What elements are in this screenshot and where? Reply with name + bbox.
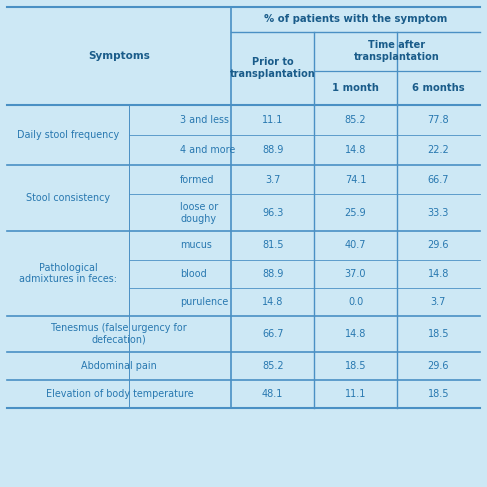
Text: 14.8: 14.8 <box>345 145 366 155</box>
Text: 88.9: 88.9 <box>262 269 283 279</box>
Text: 77.8: 77.8 <box>428 115 449 125</box>
Text: 0.0: 0.0 <box>348 297 363 307</box>
Text: 29.6: 29.6 <box>428 241 449 250</box>
Text: Pathological
admixtures in feces:: Pathological admixtures in feces: <box>19 263 117 284</box>
Text: 25.9: 25.9 <box>345 208 366 218</box>
Text: Symptoms: Symptoms <box>88 51 150 61</box>
Text: purulence: purulence <box>180 297 228 307</box>
Text: Abdominal pain: Abdominal pain <box>81 361 157 371</box>
Text: 40.7: 40.7 <box>345 241 366 250</box>
Text: 14.8: 14.8 <box>262 297 283 307</box>
Text: Daily stool frequency: Daily stool frequency <box>17 130 119 140</box>
Text: 85.2: 85.2 <box>345 115 366 125</box>
Text: Elevation of body temperature: Elevation of body temperature <box>45 389 193 399</box>
Text: 4 and more: 4 and more <box>180 145 235 155</box>
Text: Time after
transplantation: Time after transplantation <box>354 40 440 62</box>
Text: 81.5: 81.5 <box>262 241 283 250</box>
Text: 14.8: 14.8 <box>428 269 449 279</box>
Text: 18.5: 18.5 <box>428 389 449 399</box>
Text: 66.7: 66.7 <box>428 175 449 185</box>
Text: 18.5: 18.5 <box>345 361 366 371</box>
Text: 11.1: 11.1 <box>262 115 283 125</box>
Text: 3 and less: 3 and less <box>180 115 229 125</box>
Text: 88.9: 88.9 <box>262 145 283 155</box>
Text: mucus: mucus <box>180 241 212 250</box>
Text: 96.3: 96.3 <box>262 208 283 218</box>
Text: formed: formed <box>180 175 215 185</box>
Text: 66.7: 66.7 <box>262 329 283 339</box>
Text: 85.2: 85.2 <box>262 361 283 371</box>
Text: Stool consistency: Stool consistency <box>26 193 110 203</box>
Text: 3.7: 3.7 <box>265 175 281 185</box>
Text: Tenesmus (false urgency for
defecation): Tenesmus (false urgency for defecation) <box>52 323 187 345</box>
Text: loose or
doughy: loose or doughy <box>180 202 219 224</box>
Text: 48.1: 48.1 <box>262 389 283 399</box>
Text: 3.7: 3.7 <box>431 297 446 307</box>
Text: 14.8: 14.8 <box>345 329 366 339</box>
Text: 18.5: 18.5 <box>428 329 449 339</box>
Text: 22.2: 22.2 <box>428 145 449 155</box>
Text: % of patients with the symptom: % of patients with the symptom <box>264 15 447 24</box>
Text: 74.1: 74.1 <box>345 175 366 185</box>
Text: 1 month: 1 month <box>332 83 379 93</box>
Text: 6 months: 6 months <box>412 83 465 93</box>
Text: 37.0: 37.0 <box>345 269 366 279</box>
Text: 33.3: 33.3 <box>428 208 449 218</box>
Text: 29.6: 29.6 <box>428 361 449 371</box>
Text: Prior to
transplantation: Prior to transplantation <box>230 57 316 79</box>
Text: 11.1: 11.1 <box>345 389 366 399</box>
Text: blood: blood <box>180 269 207 279</box>
